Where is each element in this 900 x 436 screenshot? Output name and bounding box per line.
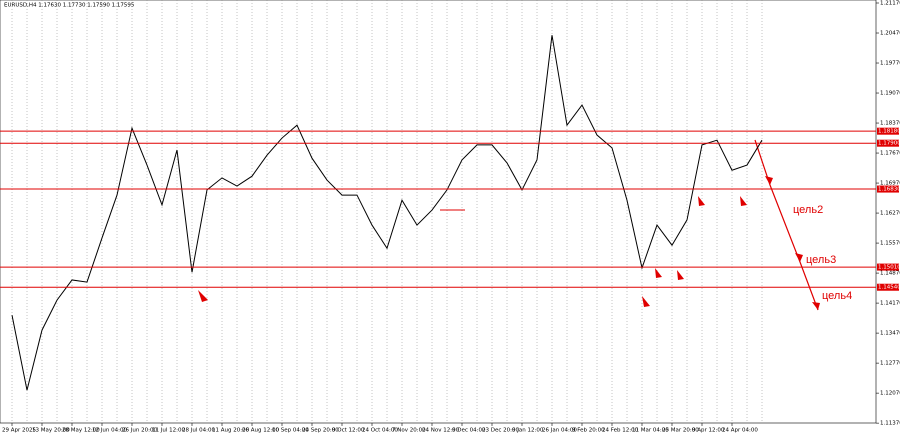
- level-label-box: [877, 127, 899, 135]
- level-label-box: [877, 263, 899, 271]
- level-label: 1.18180: [878, 129, 900, 135]
- y-tick-label: 1.21170: [880, 1, 900, 7]
- y-tick-label: 1.12770: [880, 361, 900, 367]
- x-tick-label: 26 Aug 12:00: [242, 428, 280, 434]
- y-tick-label: 1.16270: [880, 211, 900, 217]
- x-tick-label: 24 Oct 04:00: [362, 428, 398, 434]
- marker: [642, 296, 650, 307]
- x-tick-label: 12 Jun 04:00: [92, 428, 127, 434]
- y-tick-label: 1.14870: [880, 271, 900, 277]
- x-tick-label: 24 Apr 04:00: [722, 428, 758, 434]
- y-tick-label: 1.13470: [880, 331, 900, 337]
- level-label: 1.14540: [878, 285, 900, 291]
- x-tick-label: 11 Mar 04:00: [632, 428, 669, 434]
- x-tick-label: 9 Oct 12:00: [332, 428, 365, 434]
- y-tick-label: 1.14170: [880, 301, 900, 307]
- x-tick-label: 9 Apr 12:00: [692, 428, 725, 434]
- decorations: [198, 139, 820, 311]
- x-tick-label: 9 Feb 20:00: [572, 428, 605, 434]
- x-tick-label: 26 Jun 20:00: [122, 428, 157, 434]
- annotation: цель2: [793, 204, 823, 216]
- x-tick-label: 10 Sep 04:00: [272, 428, 309, 434]
- x-tick-label: 23 Dec 20:00: [482, 428, 519, 434]
- x-tick-label: 24 Nov 12:00: [422, 428, 460, 434]
- x-tick-label: 13 May 20:00: [32, 428, 70, 434]
- x-tick-label: 24 Sep 20:00: [302, 428, 339, 434]
- y-tick-label: 1.20470: [880, 31, 900, 37]
- marker: [198, 290, 208, 302]
- y-tick-label: 1.11370: [880, 421, 900, 427]
- y-tick-label: 1.19070: [880, 91, 900, 97]
- x-tick-label: 11 Jul 12:00: [152, 428, 185, 434]
- arrow-head: [795, 253, 803, 262]
- level-label-box: [877, 139, 899, 147]
- marker: [740, 196, 747, 206]
- chart-title: EURUSD,H4 1.17630 1.17730 1.17590 1.1759…: [4, 3, 135, 9]
- marker: [655, 268, 662, 278]
- x-tick-label: 28 May 12:00: [62, 428, 100, 434]
- x-tick-label: 7 Nov 20:00: [392, 428, 426, 434]
- y-tick-label: 1.19770: [880, 61, 900, 67]
- x-tick-label: 25 Mar 20:00: [662, 428, 699, 434]
- plot-frame: [0, 0, 877, 424]
- y-tick-label: 1.15570: [880, 241, 900, 247]
- y-tick-label: 1.16970: [880, 181, 900, 187]
- annotation: цель3: [806, 254, 836, 266]
- x-tick-label: 9 Jan 12:00: [512, 428, 544, 434]
- forecast-path: [754, 139, 819, 311]
- marker: [677, 270, 684, 280]
- x-tick-label: 11 Aug 20:00: [212, 428, 250, 434]
- annotation: цель4: [822, 290, 852, 302]
- marker: [698, 196, 705, 206]
- arrow-head: [812, 302, 820, 310]
- level-label-box: [877, 185, 899, 193]
- x-tick-label: 29 Apr 2025: [2, 428, 37, 434]
- level-label: 1.16830: [878, 187, 900, 193]
- y-tick-label: 1.12070: [880, 391, 900, 397]
- x-tick-label: 28 Jul 04:00: [182, 428, 215, 434]
- x-tick-label: 26 Jan 04:00: [542, 428, 577, 434]
- y-tick-label: 1.17670: [880, 151, 900, 157]
- level-label: 1.17900: [878, 141, 900, 147]
- level-label-box: [877, 283, 899, 291]
- y-tick-label: 1.18370: [880, 121, 900, 127]
- arrow-head: [765, 176, 773, 185]
- x-tick-label: 9 Dec 04:00: [452, 428, 486, 434]
- price-line: [11, 35, 763, 391]
- x-tick-label: 24 Feb 12:00: [602, 428, 639, 434]
- level-label: 1.15010: [878, 265, 900, 271]
